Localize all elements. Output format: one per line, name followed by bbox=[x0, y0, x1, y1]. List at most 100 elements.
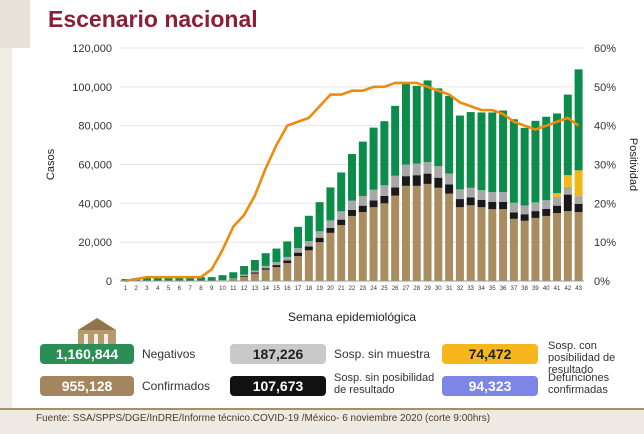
bar-segment bbox=[283, 241, 291, 257]
bar-segment bbox=[326, 187, 334, 220]
bar-segment bbox=[283, 260, 291, 263]
bar-segment bbox=[229, 278, 237, 279]
bar-segment bbox=[510, 219, 518, 281]
bar-segment bbox=[434, 166, 442, 178]
bar-segment bbox=[413, 86, 421, 164]
bar-segment bbox=[445, 96, 453, 174]
bar-segment bbox=[553, 206, 561, 213]
bar-segment bbox=[531, 218, 539, 281]
legend-sin-muestra-value: 187,226 bbox=[230, 344, 326, 364]
legend-confirmados-value: 955,128 bbox=[40, 376, 134, 396]
bar-segment bbox=[445, 174, 453, 185]
bar-segment bbox=[510, 119, 518, 202]
bar-segment bbox=[510, 203, 518, 213]
bar-segment bbox=[262, 270, 270, 281]
x-tick-label: 27 bbox=[403, 286, 410, 292]
bar-segment bbox=[305, 216, 313, 241]
y2-tick-label: 20% bbox=[594, 198, 616, 210]
bar-segment bbox=[359, 212, 367, 281]
bar-segment bbox=[337, 220, 345, 225]
bar-segment bbox=[499, 202, 507, 209]
bar-segment bbox=[370, 200, 378, 207]
stacked-bar-chart: 020,00040,00060,00080,000100,000120,0000… bbox=[0, 0, 644, 340]
bar-segment bbox=[262, 253, 270, 266]
bar-segment bbox=[499, 111, 507, 193]
bar-segment bbox=[370, 128, 378, 190]
x-tick-label: 5 bbox=[167, 286, 171, 292]
legend-negativos-value: 1,160,844 bbox=[40, 344, 134, 364]
y2-tick-label: 60% bbox=[594, 43, 616, 55]
bar-segment bbox=[370, 207, 378, 281]
bar-segment bbox=[467, 188, 475, 198]
bar-segment bbox=[240, 277, 248, 281]
bar-segment bbox=[348, 201, 356, 210]
bar-segment bbox=[510, 212, 518, 218]
y-tick-label: 40,000 bbox=[78, 198, 112, 210]
bar-segment bbox=[542, 216, 550, 281]
x-tick-label: 3 bbox=[145, 286, 149, 292]
bar-segment bbox=[294, 253, 302, 256]
bar-segment bbox=[337, 211, 345, 219]
bar-segment bbox=[488, 202, 496, 209]
legend-negativos-label: Negativos bbox=[142, 344, 195, 364]
bar-segment bbox=[521, 214, 529, 221]
bar-segment bbox=[413, 175, 421, 186]
bar-segment bbox=[359, 206, 367, 212]
y2-axis-label: Positividad bbox=[627, 138, 639, 191]
y-tick-label: 20,000 bbox=[78, 237, 112, 249]
bar-segment bbox=[348, 216, 356, 281]
bar-segment bbox=[531, 202, 539, 211]
x-tick-label: 30 bbox=[435, 286, 442, 292]
bar-segment bbox=[531, 121, 539, 203]
bar-segment bbox=[272, 262, 280, 265]
x-tick-label: 17 bbox=[295, 286, 302, 292]
bar-segment bbox=[283, 257, 291, 260]
bar-segment bbox=[413, 186, 421, 281]
bar-segment bbox=[380, 196, 388, 203]
x-tick-label: 25 bbox=[381, 286, 388, 292]
bar-segment bbox=[477, 207, 485, 281]
legend-con-posibilidad-label: Sosp. con posibilidad de resultado bbox=[548, 340, 642, 376]
legend-panel: 1,160,844 Negativos 187,226 Sosp. sin mu… bbox=[0, 340, 644, 402]
chart-bars bbox=[121, 69, 582, 281]
x-tick-label: 41 bbox=[554, 286, 561, 292]
bar-segment bbox=[251, 272, 259, 273]
bar-segment bbox=[316, 242, 324, 281]
bar-segment bbox=[467, 112, 475, 188]
legend-sin-posibilidad-label: Sosp. sin posibilidad de resultado bbox=[334, 372, 438, 396]
bar-segment bbox=[488, 112, 496, 192]
y2-tick-label: 40% bbox=[594, 121, 616, 133]
x-axis-label: Semana epidemiológica bbox=[288, 310, 416, 324]
x-tick-label: 21 bbox=[338, 286, 345, 292]
bar-segment bbox=[445, 194, 453, 281]
bar-segment bbox=[477, 200, 485, 207]
x-tick-label: 4 bbox=[156, 286, 160, 292]
bar-segment bbox=[553, 193, 561, 197]
bar-segment bbox=[326, 233, 334, 281]
bar-segment bbox=[542, 200, 550, 209]
bar-segment bbox=[326, 228, 334, 233]
y2-tick-label: 50% bbox=[594, 82, 616, 94]
bar-segment bbox=[575, 196, 583, 204]
x-tick-label: 10 bbox=[219, 286, 226, 292]
y2-tick-label: 0% bbox=[594, 276, 610, 288]
x-tick-label: 20 bbox=[327, 286, 334, 292]
bar-segment bbox=[272, 265, 280, 267]
bar-segment bbox=[262, 266, 270, 268]
x-tick-label: 11 bbox=[230, 286, 237, 292]
y-tick-label: 80,000 bbox=[78, 121, 112, 133]
bar-segment bbox=[294, 256, 302, 281]
x-tick-label: 36 bbox=[500, 286, 507, 292]
bar-segment bbox=[391, 187, 399, 195]
x-tick-label: 32 bbox=[457, 286, 464, 292]
x-tick-label: 43 bbox=[575, 286, 582, 292]
bar-segment bbox=[348, 210, 356, 216]
bar-segment bbox=[337, 225, 345, 281]
bar-segment bbox=[499, 192, 507, 202]
bar-segment bbox=[402, 83, 410, 165]
bar-segment bbox=[294, 248, 302, 252]
bar-segment bbox=[456, 207, 464, 281]
footer-bar: Fuente: SSA/SPPS/DGE/InDRE/Informe técni… bbox=[0, 408, 644, 434]
bar-segment bbox=[553, 197, 561, 206]
x-tick-label: 8 bbox=[199, 286, 203, 292]
